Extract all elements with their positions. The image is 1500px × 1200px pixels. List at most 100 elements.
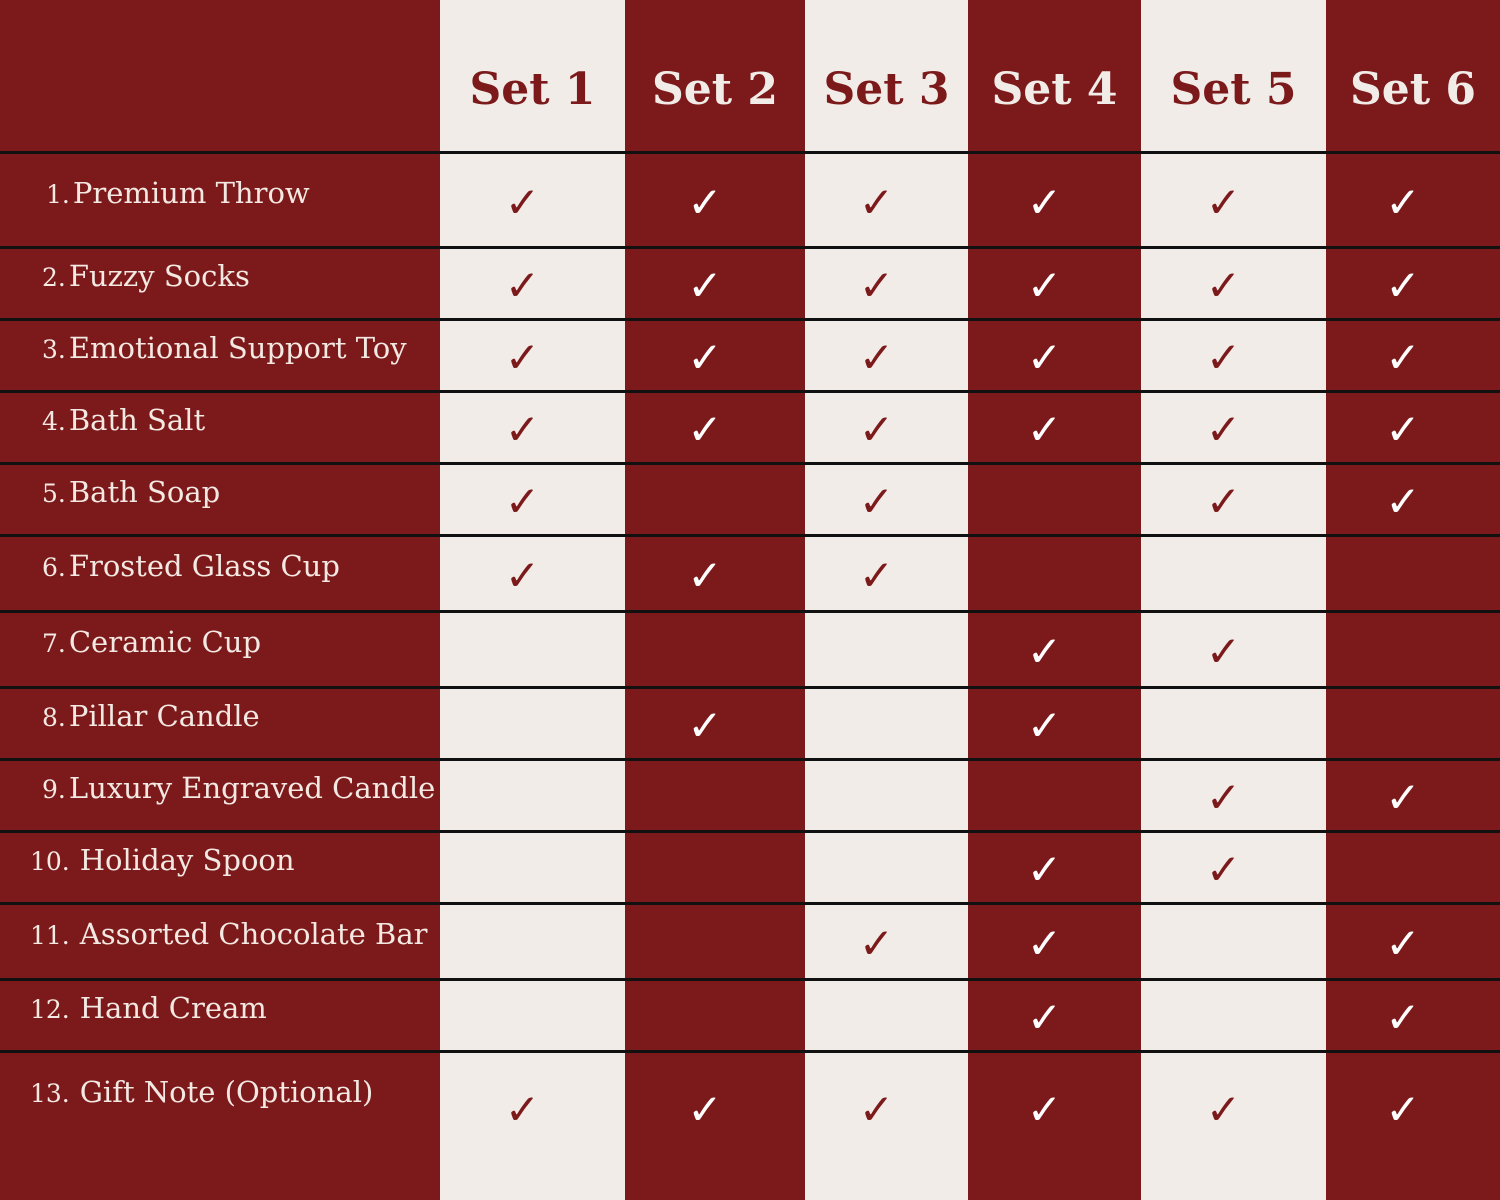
checkmark-icon: ✓ — [687, 333, 723, 382]
set-column — [1141, 0, 1326, 1200]
checkmark-icon: ✓ — [504, 477, 541, 526]
item-name: Emotional Support Toy — [68, 331, 407, 365]
item-number: 6. — [42, 553, 66, 582]
row-divider — [0, 1050, 1500, 1053]
checkmark-icon: ✓ — [1026, 701, 1063, 750]
checkmark-icon: ✓ — [687, 1085, 723, 1134]
checkmark-icon: ✓ — [858, 1085, 895, 1134]
row-divider — [0, 830, 1500, 833]
item-name: Premium Throw — [72, 175, 310, 210]
set-header: Set 2 — [651, 64, 779, 115]
checkmark-icon: ✓ — [1026, 177, 1063, 227]
row-divider — [0, 610, 1500, 613]
checkmark-icon: ✓ — [1026, 845, 1063, 894]
checkmark-icon: ✓ — [858, 551, 895, 600]
checkmark-icon: ✓ — [687, 405, 723, 454]
item-name: Ceramic Cup — [68, 625, 262, 659]
item-number: 3. — [42, 335, 66, 364]
checkmark-icon: ✓ — [1385, 773, 1421, 822]
checkmark-icon: ✓ — [687, 261, 723, 310]
set-header: Set 5 — [1170, 64, 1297, 115]
checkmark-icon: ✓ — [1026, 919, 1063, 968]
set-column — [968, 0, 1141, 1200]
checkmark-icon: ✓ — [858, 477, 895, 526]
item-label: 4. Bath Salt — [42, 403, 205, 437]
checkmark-icon: ✓ — [1205, 627, 1242, 676]
item-name: Assorted Chocolate Bar — [79, 917, 428, 951]
item-name: Bath Soap — [68, 475, 221, 509]
checkmark-icon: ✓ — [1205, 845, 1242, 894]
item-number: 8. — [42, 703, 66, 732]
item-number: 4. — [42, 407, 66, 436]
item-label: 10. Holiday Spoon — [30, 843, 295, 877]
checkmark-icon: ✓ — [1205, 261, 1242, 310]
row-divider — [0, 978, 1500, 981]
checkmark-icon: ✓ — [1205, 477, 1242, 526]
row-divider — [0, 686, 1500, 689]
item-number: 1. — [46, 179, 70, 209]
row-divider — [0, 534, 1500, 537]
item-label: 13. Gift Note (Optional) — [30, 1075, 373, 1109]
item-number: 7. — [42, 629, 66, 658]
item-name: Fuzzy Socks — [68, 259, 250, 293]
checkmark-icon: ✓ — [1385, 177, 1421, 227]
checkmark-icon: ✓ — [1205, 333, 1242, 382]
set-header: Set 4 — [991, 64, 1118, 115]
checkmark-icon: ✓ — [858, 405, 895, 454]
checkmark-icon: ✓ — [504, 551, 541, 600]
checkmark-icon: ✓ — [1205, 773, 1242, 822]
checkmark-icon: ✓ — [504, 405, 541, 454]
row-divider — [0, 390, 1500, 393]
checkmark-icon: ✓ — [1205, 177, 1242, 227]
item-number: 10. — [30, 847, 70, 876]
set-column — [1326, 0, 1500, 1200]
checkmark-icon: ✓ — [1026, 1085, 1063, 1134]
row-divider — [0, 151, 1500, 154]
checkmark-icon: ✓ — [1026, 405, 1063, 454]
item-name: Hand Cream — [79, 991, 267, 1025]
item-name: Pillar Candle — [68, 699, 260, 733]
set-column — [625, 0, 805, 1200]
checkmark-icon: ✓ — [1385, 477, 1421, 526]
checkmark-icon: ✓ — [858, 261, 895, 310]
item-number: 2. — [42, 263, 66, 292]
checkmark-icon: ✓ — [1026, 333, 1063, 382]
checkmark-icon: ✓ — [1205, 405, 1242, 454]
item-name: Holiday Spoon — [79, 843, 295, 877]
item-number: 12. — [30, 995, 70, 1024]
checkmark-icon: ✓ — [1385, 919, 1421, 968]
checkmark-icon: ✓ — [504, 1085, 541, 1134]
item-label: 7. Ceramic Cup — [42, 625, 261, 659]
checkmark-icon: ✓ — [504, 261, 541, 310]
item-label: 9. Luxury Engraved Candle — [42, 771, 435, 805]
checkmark-icon: ✓ — [858, 919, 895, 968]
checkmark-icon: ✓ — [1385, 333, 1421, 382]
item-label: 1. Premium Throw — [46, 176, 310, 210]
item-number: 9. — [42, 775, 66, 804]
row-divider — [0, 462, 1500, 465]
set-header: Set 1 — [469, 64, 596, 115]
item-label: 3. Emotional Support Toy — [42, 331, 407, 365]
item-number: 13. — [30, 1079, 70, 1108]
checkmark-icon: ✓ — [687, 551, 723, 600]
checkmark-icon: ✓ — [504, 333, 541, 382]
row-divider — [0, 246, 1500, 249]
checkmark-icon: ✓ — [1385, 1085, 1421, 1134]
item-label: 2. Fuzzy Socks — [42, 259, 250, 293]
item-label: 11. Assorted Chocolate Bar — [30, 917, 427, 951]
checkmark-icon: ✓ — [1026, 261, 1063, 310]
checkmark-icon: ✓ — [1385, 993, 1421, 1042]
checkmark-icon: ✓ — [504, 177, 541, 227]
checkmark-icon: ✓ — [858, 333, 895, 382]
set-header: Set 3 — [823, 64, 950, 115]
row-divider — [0, 318, 1500, 321]
item-name: Frosted Glass Cup — [68, 549, 340, 583]
item-label: 12. Hand Cream — [30, 991, 267, 1025]
checkmark-icon: ✓ — [1205, 1085, 1242, 1134]
item-number: 5. — [42, 479, 66, 508]
set-header: Set 6 — [1349, 64, 1477, 115]
set-column — [805, 0, 968, 1200]
checkmark-icon: ✓ — [1026, 627, 1063, 676]
item-label: 5. Bath Soap — [42, 475, 220, 509]
item-name: Luxury Engraved Candle — [68, 771, 436, 805]
